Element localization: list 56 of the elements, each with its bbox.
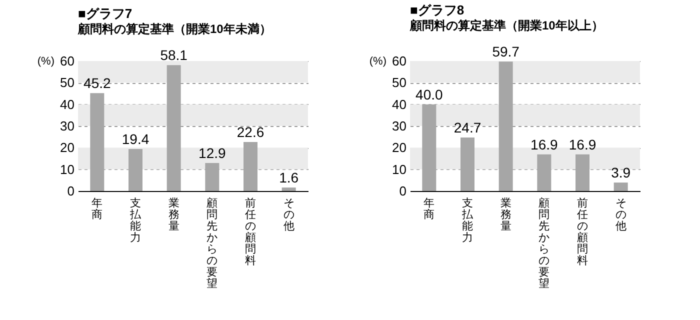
y-tick-label: 10 (60, 162, 74, 177)
y-tick-label: 30 (392, 118, 406, 134)
x-tick-label: 業務量 (168, 198, 180, 232)
y-tick-label: 60 (60, 54, 74, 68)
x-tick-label: 年商 (424, 198, 435, 221)
data-label: 59.7 (492, 44, 520, 60)
bar (205, 163, 220, 191)
data-label: 19.4 (122, 130, 150, 147)
x-tick-label: 前任の顧問料 (576, 198, 588, 267)
x-tick-label: その他 (615, 198, 626, 232)
y-axis-title: (%) (369, 56, 386, 68)
y-tick-label: 50 (392, 75, 406, 90)
y-tick-label: 20 (60, 140, 74, 156)
y-axis-title: (%) (37, 56, 54, 68)
y-tick-label: 0 (399, 184, 406, 198)
chart-subtitle: 顧問料の算定基準（開業10年以上） (409, 18, 604, 33)
data-label: 22.6 (236, 124, 264, 140)
data-label: 1.6 (279, 170, 299, 186)
bar (244, 142, 258, 191)
data-label: 3.9 (611, 164, 631, 181)
x-tick-label: 業務量 (500, 198, 512, 232)
bar (498, 62, 513, 191)
chart-subtitle: 顧問料の算定基準（開業10年未満） (77, 22, 272, 36)
x-tick-label: 前任の顧問料 (244, 198, 256, 267)
bar (128, 148, 142, 191)
chart-title: ■グラフ8 (410, 2, 464, 18)
bar (614, 182, 628, 191)
data-label: 24.7 (454, 119, 482, 136)
y-tick-label: 40 (392, 96, 406, 112)
y-tick-label: 0 (67, 184, 74, 198)
x-tick-label: 顧問先からの要望 (206, 196, 218, 290)
y-tick-label: 10 (392, 162, 406, 177)
y-tick-label: 20 (392, 140, 406, 156)
x-tick-label: その他 (283, 198, 294, 232)
bar (576, 154, 590, 191)
x-tick-label: 顧問先からの要望 (538, 196, 550, 290)
data-label: 16.9 (530, 136, 558, 152)
data-label: 12.9 (198, 145, 226, 162)
y-tick-label: 40 (60, 96, 74, 112)
bar (90, 93, 104, 191)
bar (166, 65, 181, 191)
bar (460, 137, 474, 191)
y-tick-label: 30 (60, 118, 74, 134)
data-label: 40.0 (416, 86, 444, 102)
bar (422, 104, 436, 191)
bar (537, 154, 552, 191)
data-label: 45.2 (84, 75, 112, 92)
data-label: 58.1 (160, 47, 188, 64)
y-tick-label: 60 (392, 54, 406, 68)
x-tick-label: 支払能力 (129, 196, 142, 244)
chart-title: ■グラフ7 (78, 6, 132, 22)
bar (282, 188, 296, 191)
data-label: 16.9 (568, 136, 596, 152)
y-tick-label: 50 (60, 75, 74, 90)
x-tick-label: 支払能力 (461, 196, 474, 244)
x-tick-label: 年商 (92, 198, 103, 221)
